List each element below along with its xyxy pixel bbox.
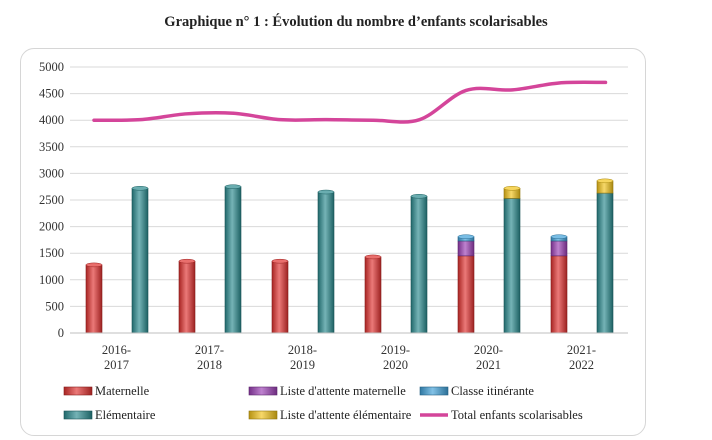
bar-elementaire — [224, 186, 242, 334]
bar-elementaire — [410, 195, 428, 334]
bar-maternelle — [550, 255, 568, 334]
bar-attente_maternelle — [457, 240, 475, 257]
bar-cap — [317, 189, 335, 195]
bar-maternelle — [457, 255, 475, 334]
bar-layer — [85, 178, 614, 334]
x-tick-label: 2021-2022 — [567, 343, 596, 372]
y-tick-label: 4500 — [39, 87, 64, 101]
bar-cap — [131, 186, 149, 191]
y-tick-label: 2000 — [39, 220, 64, 234]
chart-frame — [20, 48, 646, 436]
legend-swatch — [63, 386, 93, 396]
legend-swatch — [248, 410, 278, 420]
bar-attente_maternelle — [550, 240, 568, 257]
bar-cap — [85, 262, 103, 268]
legend-layer: Maternelle Liste d'attente maternelle Clas… — [63, 384, 583, 422]
axis-layer: 0 500 1000 1500 2000 2500 3000 3500 4000 4500 5000… — [39, 60, 628, 372]
grid-layer — [70, 66, 628, 334]
bar-elementaire — [596, 192, 614, 334]
legend-label: Maternelle — [95, 384, 150, 398]
x-tick-label: 2017-2018 — [195, 343, 224, 372]
legend-label: Liste d'attente maternelle — [280, 384, 406, 398]
bar-elementaire — [317, 191, 335, 334]
bar-cap — [550, 234, 568, 239]
x-tick-label: 2019-2020 — [381, 343, 410, 372]
legend-label: Total enfants scolarisables — [451, 408, 583, 422]
bar-cap — [503, 186, 521, 191]
bar-cap — [224, 184, 242, 189]
line-layer — [92, 80, 608, 124]
legend-swatch — [419, 386, 449, 396]
bar-elementaire — [131, 187, 149, 334]
bar-elementaire — [503, 198, 521, 334]
legend-label: Classe itinérante — [451, 384, 534, 398]
x-tick-label: 2020-2021 — [474, 343, 503, 372]
bar-maternelle — [85, 264, 103, 334]
y-tick-label: 0 — [58, 326, 64, 340]
bar-cap — [364, 254, 382, 260]
bar-maternelle — [364, 256, 382, 334]
legend-swatch — [63, 410, 93, 420]
bar-maternelle — [178, 260, 196, 334]
y-tick-label: 1500 — [39, 246, 64, 260]
legend-swatch — [248, 386, 278, 396]
y-tick-label: 5000 — [39, 60, 64, 74]
bar-cap — [178, 258, 196, 264]
y-tick-label: 2500 — [39, 193, 64, 207]
bar-cap — [596, 178, 614, 184]
y-tick-label: 3500 — [39, 140, 64, 154]
chart-title: Graphique n° 1 : Évolution du nombre d’e… — [164, 14, 548, 30]
x-tick-label: 2018-2019 — [288, 343, 317, 372]
series-line-total — [92, 80, 608, 124]
x-tick-label: 2016-2017 — [102, 343, 131, 372]
y-tick-label: 500 — [45, 299, 64, 313]
y-tick-label: 1000 — [39, 273, 64, 287]
bar-cap — [271, 258, 289, 264]
y-tick-label: 3000 — [39, 166, 64, 180]
legend-label: Liste d'attente élémentaire — [280, 408, 412, 422]
legend-label: Elémentaire — [95, 408, 156, 422]
y-tick-label: 4000 — [39, 113, 64, 127]
bar-cap — [410, 194, 428, 199]
bar-maternelle — [271, 260, 289, 334]
bar-cap — [457, 234, 475, 239]
